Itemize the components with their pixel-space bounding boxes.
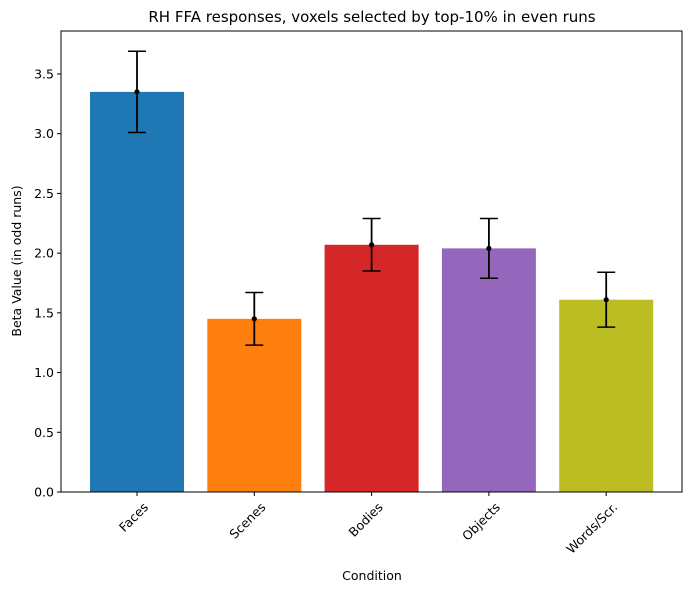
y-tick-label: 1.5 bbox=[34, 305, 54, 320]
plot-frame bbox=[60, 30, 683, 493]
y-axis-label: Beta Value (in odd runs) bbox=[9, 185, 24, 336]
mean-point bbox=[603, 297, 609, 303]
y-tick-label: 3.5 bbox=[34, 66, 54, 81]
mean-point bbox=[486, 245, 492, 251]
chart-title: RH FFA responses, voxels selected by top… bbox=[148, 8, 595, 26]
bar-words-scr bbox=[559, 299, 654, 492]
y-tick-label: 2.5 bbox=[34, 186, 54, 201]
y-tick-label: 0.5 bbox=[34, 425, 54, 440]
mean-point bbox=[134, 89, 140, 95]
x-tick-label: Bodies bbox=[346, 500, 386, 540]
x-tick-label: Words/Scr. bbox=[563, 500, 620, 557]
bar-bodies bbox=[324, 244, 419, 492]
y-tick-label: 3.0 bbox=[34, 126, 54, 141]
error-bar bbox=[245, 291, 264, 346]
error-bar bbox=[128, 50, 146, 134]
bars-group bbox=[90, 91, 654, 492]
x-axis-ticks: Faces Scenes Bodies Objects Words/Scr. bbox=[116, 492, 620, 557]
bar-objects bbox=[441, 248, 536, 492]
mean-point bbox=[369, 242, 375, 248]
x-tick-label: Objects bbox=[459, 500, 503, 544]
y-tick-label: 2.0 bbox=[34, 246, 54, 261]
x-axis-label: Condition bbox=[342, 568, 402, 583]
y-tick-label: 0.0 bbox=[34, 485, 54, 500]
bar-scenes bbox=[207, 318, 302, 492]
x-tick-label: Faces bbox=[116, 500, 151, 535]
error-bar bbox=[597, 271, 616, 328]
error-bars-group bbox=[128, 50, 616, 346]
error-bar bbox=[362, 217, 381, 272]
y-tick-label: 1.0 bbox=[34, 365, 54, 380]
x-tick-label: Scenes bbox=[226, 500, 268, 542]
y-axis-ticks: 0.0 0.5 1.0 1.5 2.0 2.5 3.0 3.5 bbox=[34, 66, 61, 500]
bar-faces bbox=[90, 91, 184, 492]
error-bar bbox=[479, 217, 498, 279]
mean-point bbox=[251, 316, 257, 322]
